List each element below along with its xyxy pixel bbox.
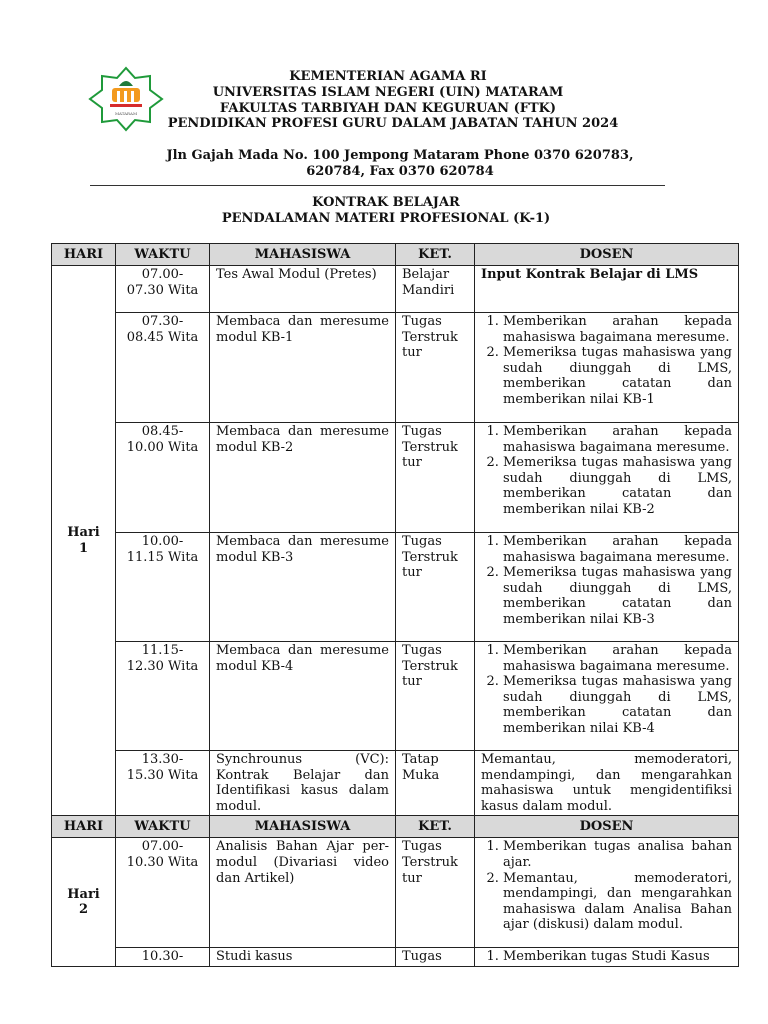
- ket-cell: Tugas: [395, 947, 475, 967]
- waktu-cell: 07.00- 10.30 Wita: [115, 837, 210, 949]
- dosen-list: Memberikan arahan kepada mahasiswa bagai…: [481, 314, 732, 408]
- header-line-4: PENDIDIKAN PROFESI GURU DALAM JABATAN TA…: [167, 116, 619, 131]
- waktu-cell: 10.30-: [115, 947, 210, 967]
- doc-title: KONTRAK BELAJAR: [312, 195, 460, 210]
- day-label: Hari 1: [51, 264, 116, 817]
- column-header: MAHASISWA: [209, 815, 396, 839]
- table-row: Hari 1 07.00- 07.30 Wita Tes Awal Modul (Pr…: [51, 264, 739, 817]
- list-item: Memeriksa tugas mahasiswa yang sudah diu…: [503, 565, 732, 627]
- list-item: Memberikan arahan kepada mahasiswa bagai…: [503, 643, 732, 674]
- address-line-2: 620784, Fax 0370 620784: [306, 164, 494, 179]
- header-row: HARI WAKTU MAHASISWA KET. DOSEN: [51, 243, 739, 266]
- waktu-cell: 13.30- 15.30 Wita: [115, 749, 210, 817]
- waktu-cell: 11.15- 12.30 Wita: [115, 641, 210, 751]
- uin-mataram-logo: MATARAM: [88, 66, 164, 132]
- waktu-cell: 07.00- 07.30 Wita: [115, 265, 210, 313]
- header-line-3: FAKULTAS TARBIYAH DAN KEGURUAN (FTK): [219, 101, 557, 116]
- dosen-list: Memberikan tugas Studi Kasus: [481, 949, 732, 965]
- table-row: 11.15- 12.30 Wita Membaca dan meresume mo…: [52, 641, 739, 751]
- day-label: Hari 2: [51, 837, 116, 967]
- dosen-list: Memberikan arahan kepada mahasiswa bagai…: [481, 643, 732, 737]
- dosen-list: Memberikan arahan kepada mahasiswa bagai…: [481, 424, 732, 518]
- dosen-cell: Memberikan arahan kepada mahasiswa bagai…: [474, 422, 739, 533]
- mahasiswa-cell: Tes Awal Modul (Pretes): [209, 265, 396, 313]
- mahasiswa-cell: Analisis Bahan Ajar per-modul (Divariasi…: [209, 837, 396, 949]
- svg-text:MATARAM: MATARAM: [115, 111, 137, 116]
- address-line-1: Jln Gajah Mada No. 100 Jempong Mataram P…: [166, 148, 634, 163]
- table-row: 10.00- 11.15 Wita Membaca dan meresume mo…: [52, 532, 739, 642]
- ket-cell: Tugas Terstruk tur: [395, 312, 475, 423]
- table-row: 07.30- 08.45 Wita Membaca dan meresume mo…: [52, 312, 739, 423]
- day-word: Hari: [67, 525, 100, 541]
- dosen-cell: Memberikan tugas Studi Kasus: [474, 947, 739, 967]
- list-item: Memberikan arahan kepada mahasiswa bagai…: [503, 314, 732, 345]
- list-item: Memantau, memoderatori, mendampingi, dan…: [503, 871, 732, 933]
- dosen-cell: Memberikan arahan kepada mahasiswa bagai…: [474, 641, 739, 751]
- column-header: HARI: [51, 815, 116, 839]
- column-header: WAKTU: [115, 815, 210, 839]
- dosen-cell: Memberikan tugas analisa bahan ajar.Mema…: [474, 837, 739, 949]
- column-header: DOSEN: [474, 815, 739, 839]
- ket-cell: Tatap Muka: [395, 749, 475, 817]
- dosen-cell: Memberikan arahan kepada mahasiswa bagai…: [474, 312, 739, 423]
- list-item: Memeriksa tugas mahasiswa yang sudah diu…: [503, 345, 732, 407]
- dosen-cell: Memberikan arahan kepada mahasiswa bagai…: [474, 532, 739, 642]
- mahasiswa-cell: Membaca dan meresume modul KB-3: [209, 532, 396, 642]
- header-row: HARI WAKTU MAHASISWA KET. DOSEN: [51, 815, 739, 839]
- table-row: 08.45- 10.00 Wita Membaca dan meresume mo…: [52, 422, 739, 533]
- dosen-list: Memberikan tugas analisa bahan ajar.Mema…: [481, 839, 732, 933]
- column-header: HARI: [51, 243, 116, 266]
- list-item: Memberikan tugas Studi Kasus: [503, 949, 732, 965]
- list-item: Memberikan tugas analisa bahan ajar.: [503, 839, 732, 870]
- column-header: KET.: [395, 243, 475, 266]
- schedule-table: HARI WAKTU MAHASISWA KET. DOSEN Hari 1 07.00- 0…: [51, 243, 739, 967]
- day-number: 1: [78, 540, 89, 556]
- doc-subtitle: PENDALAMAN MATERI PROFESIONAL (K-1): [221, 211, 551, 226]
- mahasiswa-cell: Synchrounus (VC): Kontrak Belajar dan Id…: [209, 749, 396, 817]
- header-line-2: UNIVERSITAS ISLAM NEGERI (UIN) MATARAM: [212, 85, 564, 100]
- dosen-cell: Memantau, memoderatori, mendampingi, dan…: [474, 749, 739, 817]
- waktu-cell: 10.00- 11.15 Wita: [115, 532, 210, 642]
- waktu-cell: 07.30- 08.45 Wita: [115, 312, 210, 423]
- ket-cell: Belajar Mandiri: [395, 265, 475, 313]
- column-header: KET.: [395, 815, 475, 839]
- list-item: Memeriksa tugas mahasiswa yang sudah diu…: [503, 455, 732, 517]
- list-item: Memeriksa tugas mahasiswa yang sudah diu…: [503, 674, 732, 736]
- mahasiswa-cell: Membaca dan meresume modul KB-4: [209, 641, 396, 751]
- dosen-cell: Input Kontrak Belajar di LMS: [474, 265, 739, 313]
- day-number: 2: [78, 902, 89, 918]
- column-header: MAHASISWA: [209, 243, 396, 266]
- list-item: Memberikan arahan kepada mahasiswa bagai…: [503, 424, 732, 455]
- column-header: DOSEN: [474, 243, 739, 266]
- ket-cell: Tugas Terstruk tur: [395, 532, 475, 642]
- header-line-1: KEMENTERIAN AGAMA RI: [289, 69, 487, 84]
- divider: [90, 185, 665, 186]
- mahasiswa-cell: Studi kasus: [209, 947, 396, 967]
- ket-cell: Tugas Terstruk tur: [395, 837, 475, 949]
- ket-cell: Tugas Terstruk tur: [395, 641, 475, 751]
- table-row: Hari 2 07.00- 10.30 Wita Analisis Bahan Aja…: [51, 837, 739, 967]
- column-header: WAKTU: [115, 243, 210, 266]
- dosen-list: Memberikan arahan kepada mahasiswa bagai…: [481, 534, 732, 628]
- table-row: 13.30- 15.30 Wita Synchrounus (VC): Kontr…: [52, 749, 739, 817]
- day-word: Hari: [67, 886, 100, 902]
- waktu-cell: 08.45- 10.00 Wita: [115, 422, 210, 533]
- mahasiswa-cell: Membaca dan meresume modul KB-1: [209, 312, 396, 423]
- mahasiswa-cell: Membaca dan meresume modul KB-2: [209, 422, 396, 533]
- ket-cell: Tugas Terstruk tur: [395, 422, 475, 533]
- list-item: Memberikan arahan kepada mahasiswa bagai…: [503, 534, 732, 565]
